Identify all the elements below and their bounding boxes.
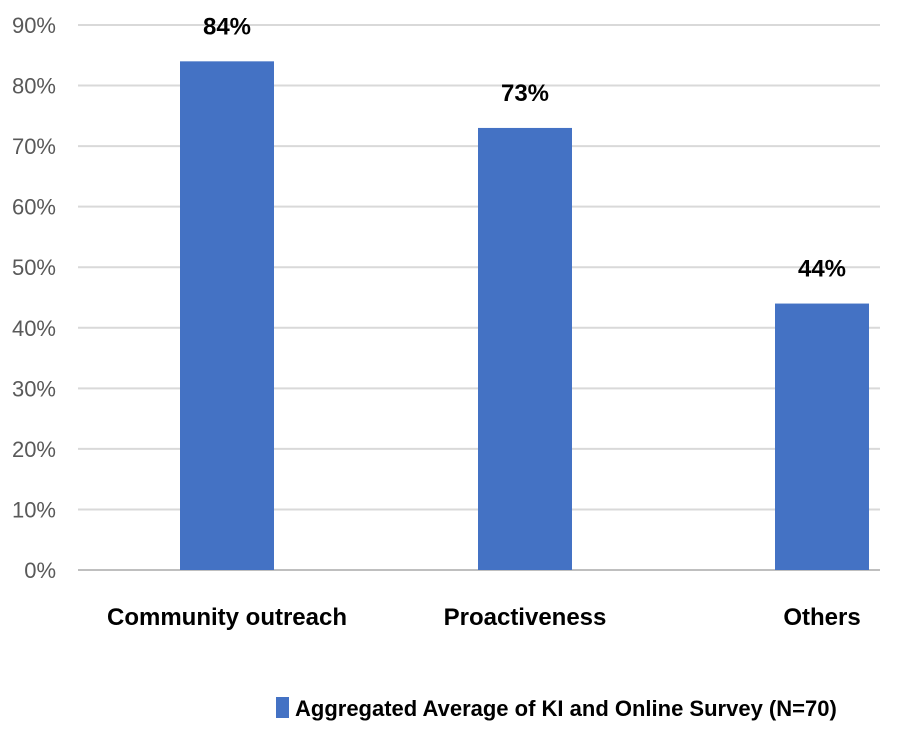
y-tick-label: 0% — [24, 558, 56, 583]
legend-swatch — [276, 697, 289, 718]
y-tick-label: 90% — [12, 13, 56, 38]
category-label: Community outreach — [107, 604, 347, 631]
bar — [478, 128, 572, 570]
legend: Aggregated Average of KI and Online Surv… — [276, 696, 837, 721]
data-label: 73% — [501, 80, 549, 107]
data-label: 84% — [203, 13, 251, 40]
bar — [775, 304, 869, 570]
y-tick-label: 20% — [12, 437, 56, 462]
y-tick-label: 30% — [12, 376, 56, 401]
y-tick-label: 80% — [12, 74, 56, 99]
y-tick-label: 70% — [12, 134, 56, 159]
y-tick-label: 60% — [12, 195, 56, 220]
category-label: Proactiveness — [444, 604, 607, 631]
y-tick-label: 40% — [12, 316, 56, 341]
bars-layer — [180, 61, 869, 570]
y-tick-label: 10% — [12, 497, 56, 522]
bar — [180, 61, 274, 570]
y-tick-label: 50% — [12, 255, 56, 280]
category-label: Others — [783, 604, 860, 631]
data-label: 44% — [798, 256, 846, 283]
legend-label: Aggregated Average of KI and Online Surv… — [295, 696, 837, 721]
labels-layer: 0% 10% 20% 30% 40% 50% 60% 70% 80% 90% 84% Communit… — [12, 13, 861, 631]
